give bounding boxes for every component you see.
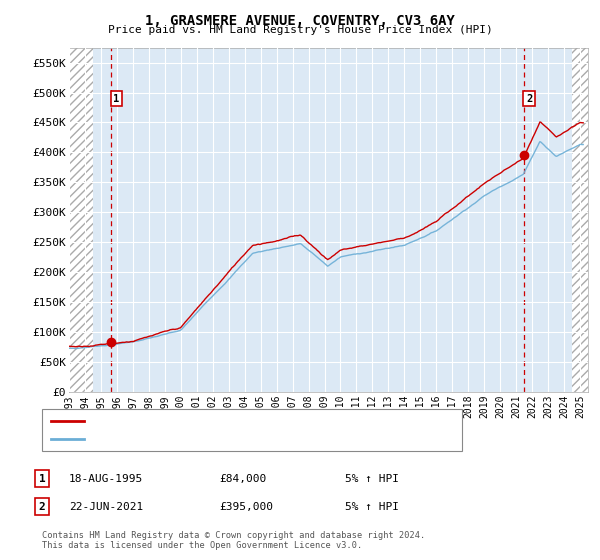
Text: 1, GRASMERE AVENUE, COVENTRY, CV3 6AY: 1, GRASMERE AVENUE, COVENTRY, CV3 6AY [145,14,455,28]
Text: Price paid vs. HM Land Registry's House Price Index (HPI): Price paid vs. HM Land Registry's House … [107,25,493,35]
Text: 22-JUN-2021: 22-JUN-2021 [69,502,143,512]
Text: Contains HM Land Registry data © Crown copyright and database right 2024.
This d: Contains HM Land Registry data © Crown c… [42,530,425,550]
Text: HPI: Average price, detached house, Coventry: HPI: Average price, detached house, Cove… [90,434,365,444]
Text: 5% ↑ HPI: 5% ↑ HPI [345,474,399,484]
Bar [572,48,588,392]
Text: 2: 2 [38,502,46,512]
Text: £395,000: £395,000 [219,502,273,512]
Text: 2: 2 [526,94,532,104]
Text: £84,000: £84,000 [219,474,266,484]
Text: 1: 1 [113,94,119,104]
Text: 1, GRASMERE AVENUE, COVENTRY, CV3 6AY (detached house): 1, GRASMERE AVENUE, COVENTRY, CV3 6AY (d… [90,416,427,426]
Bar [69,48,93,392]
Text: 18-AUG-1995: 18-AUG-1995 [69,474,143,484]
Text: 1: 1 [38,474,46,484]
Text: 5% ↑ HPI: 5% ↑ HPI [345,502,399,512]
